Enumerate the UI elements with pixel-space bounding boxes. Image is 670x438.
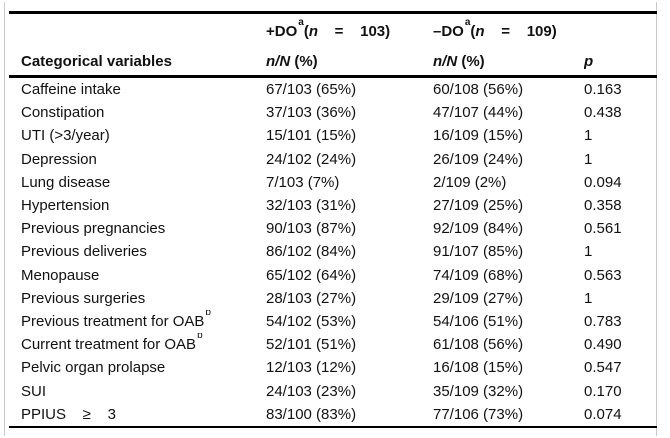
p-value: 0.170 <box>584 382 622 400</box>
p-value: 0.074 <box>584 405 622 423</box>
minus-do-value: 27/109 (25%) <box>433 197 524 215</box>
table-row: Depression 24/102 (24%) 26/109 (24%) 1 <box>9 148 657 171</box>
row-label: Hypertension <box>21 197 110 215</box>
group-header-minus-do: –DOa(n = 109) <box>433 17 557 41</box>
p-value: 1 <box>584 243 593 261</box>
table-row: Hypertension 32/103 (31%) 27/109 (25%) 0.35… <box>9 194 657 217</box>
col-header-nN-minus: n/N (%) <box>433 53 485 70</box>
minus-do-value: 26/109 (24%) <box>433 150 524 168</box>
row-label: Menopause <box>21 266 100 284</box>
minus-do-value: 60/108 (56%) <box>433 81 524 99</box>
row-label: SUI <box>21 382 47 400</box>
footnote-marker-b: b <box>197 333 203 342</box>
minus-do-value: 2/109 (2%) <box>433 173 507 191</box>
row-label: PPIUS ≥ 3 <box>21 405 116 423</box>
footnote-marker-b: b <box>205 309 211 318</box>
minus-do-value: 54/106 (51%) <box>433 312 524 330</box>
table-body: Caffeine intake 67/103 (65%) 60/108 (56%) 0… <box>9 77 657 427</box>
p-value: 0.561 <box>584 220 622 238</box>
plus-do-value: 65/102 (64%) <box>266 266 357 284</box>
footnote-marker-a: a <box>298 17 304 28</box>
row-label: UTI (>3/year) <box>21 127 110 145</box>
minus-do-value: 16/108 (15%) <box>433 359 524 377</box>
p-value: 0.547 <box>584 359 622 377</box>
plus-do-value: 7/103 (7%) <box>266 173 340 191</box>
plus-do-value: 24/102 (24%) <box>266 150 357 168</box>
p-value: 0.094 <box>584 173 622 191</box>
p-value: 0.490 <box>584 336 622 354</box>
plus-do-value: 67/103 (65%) <box>266 81 357 99</box>
plus-do-value: 90/103 (87%) <box>266 220 357 238</box>
row-label: Previous pregnancies <box>21 220 166 238</box>
row-label: Lung disease <box>21 173 111 191</box>
minus-do-value: 47/107 (44%) <box>433 104 524 122</box>
minus-do-value: 74/109 (68%) <box>433 266 524 284</box>
minus-do-value: 92/109 (84%) <box>433 220 524 238</box>
footnote-marker-a: a <box>464 17 471 28</box>
p-value: 1 <box>584 150 593 168</box>
col-header-variables: Categorical variables <box>21 53 172 70</box>
row-label: Previous surgeries <box>21 289 146 307</box>
table-row: Previous treatment for OABb 54/102 (53%) 5… <box>9 310 657 333</box>
column-header-row: Categorical variables n/N (%) n/N (%) p <box>9 42 657 77</box>
row-label: Current treatment for OABb <box>9 333 266 356</box>
row-label: Depression <box>21 150 97 168</box>
p-value: 1 <box>584 289 593 307</box>
row-label: Previous treatment for OABb <box>9 310 266 333</box>
col-header-nN-plus: n/N (%) <box>266 53 318 70</box>
col-header-p: p <box>584 53 594 70</box>
table-row: Previous deliveries 86/102 (84%) 91/107 (8… <box>9 240 657 263</box>
minus-do-value: 16/109 (15%) <box>433 127 524 145</box>
plus-do-value: 54/102 (53%) <box>266 312 357 330</box>
plus-do-value: 15/101 (15%) <box>266 127 357 145</box>
row-label: Previous deliveries <box>21 243 147 261</box>
table-row: SUI 24/103 (23%) 35/109 (32%) 0.170 <box>9 379 657 402</box>
table-row: Previous pregnancies 90/103 (87%) 92/109 (… <box>9 217 657 240</box>
p-value: 0.358 <box>584 197 622 215</box>
plus-do-label: +DO <box>266 23 298 40</box>
categorical-variables-table: +DOa(n = 103) –DOa(n = 109) Categorical … <box>9 11 657 428</box>
group-header-plus-do: +DOa(n = 103) <box>266 17 391 41</box>
p-value: 1 <box>584 127 593 145</box>
minus-do-value: 77/106 (73%) <box>433 405 524 423</box>
plus-do-value: 83/100 (83%) <box>266 405 357 423</box>
minus-do-value: 35/109 (32%) <box>433 382 524 400</box>
table-row: Caffeine intake 67/103 (65%) 60/108 (56%) 0… <box>9 77 657 102</box>
group-header-empty <box>584 13 657 43</box>
p-value: 0.783 <box>584 312 622 330</box>
table-row: Previous surgeries 28/103 (27%) 29/109 (27… <box>9 287 657 310</box>
plus-do-value: 24/103 (23%) <box>266 382 357 400</box>
plus-do-value: 86/102 (84%) <box>266 243 357 261</box>
group-header-row: +DOa(n = 103) –DOa(n = 109) <box>9 13 657 43</box>
table-row: Pelvic organ prolapse 12/103 (12%) 16/108 … <box>9 356 657 379</box>
minus-do-value: 61/108 (56%) <box>433 336 524 354</box>
p-value: 0.563 <box>584 266 622 284</box>
row-label: Constipation <box>21 104 105 122</box>
table-header: +DOa(n = 103) –DOa(n = 109) Categorical … <box>9 13 657 77</box>
plus-do-value: 32/103 (31%) <box>266 197 357 215</box>
table-row: UTI (>3/year) 15/101 (15%) 16/109 (15%) 1 <box>9 124 657 147</box>
table-row: PPIUS ≥ 3 83/100 (83%) 77/106 (73%) 0.074 <box>9 403 657 427</box>
table-row: Constipation 37/103 (36%) 47/107 (44%) 0.43… <box>9 101 657 124</box>
row-label: Pelvic organ prolapse <box>21 359 166 377</box>
table-frame: +DOa(n = 103) –DOa(n = 109) Categorical … <box>4 2 657 436</box>
minus-do-value: 91/107 (85%) <box>433 243 524 261</box>
p-value: 0.163 <box>584 81 622 99</box>
group-header-empty <box>9 13 266 43</box>
minus-do-value: 29/109 (27%) <box>433 289 524 307</box>
minus-do-label: –DO <box>433 23 464 40</box>
table-row: Menopause 65/102 (64%) 74/109 (68%) 0.563 <box>9 264 657 287</box>
table-row: Lung disease 7/103 (7%) 2/109 (2%) 0.094 <box>9 171 657 194</box>
plus-do-value: 52/101 (51%) <box>266 336 357 354</box>
plus-do-value: 37/103 (36%) <box>266 104 357 122</box>
table-row: Current treatment for OABb 52/101 (51%) 61… <box>9 333 657 356</box>
plus-do-value: 28/103 (27%) <box>266 289 357 307</box>
plus-do-value: 12/103 (12%) <box>266 359 357 377</box>
p-value: 0.438 <box>584 104 622 122</box>
row-label: Caffeine intake <box>21 81 121 99</box>
